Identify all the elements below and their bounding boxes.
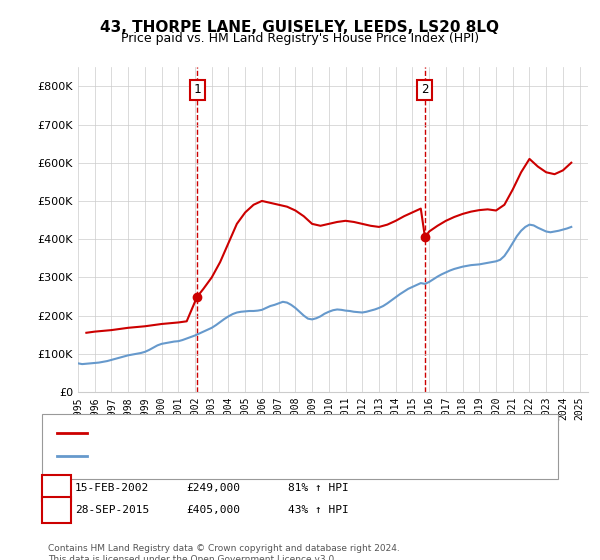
Text: 81% ↑ HPI: 81% ↑ HPI — [288, 483, 349, 493]
Text: 28-SEP-2015: 28-SEP-2015 — [75, 505, 149, 515]
Text: £405,000: £405,000 — [186, 505, 240, 515]
Text: 1: 1 — [193, 83, 201, 96]
Text: 15-FEB-2002: 15-FEB-2002 — [75, 483, 149, 493]
Text: 43, THORPE LANE, GUISELEY, LEEDS, LS20 8LQ: 43, THORPE LANE, GUISELEY, LEEDS, LS20 8… — [101, 20, 499, 35]
Text: Contains HM Land Registry data © Crown copyright and database right 2024.
This d: Contains HM Land Registry data © Crown c… — [48, 544, 400, 560]
Text: 1: 1 — [53, 483, 60, 493]
Text: HPI: Average price, detached house, Leeds: HPI: Average price, detached house, Leed… — [93, 451, 316, 461]
Text: 43, THORPE LANE, GUISELEY, LEEDS, LS20 8LQ (detached house): 43, THORPE LANE, GUISELEY, LEEDS, LS20 8… — [93, 428, 433, 438]
Text: 2: 2 — [421, 83, 429, 96]
Text: 2: 2 — [53, 505, 60, 515]
Text: £249,000: £249,000 — [186, 483, 240, 493]
Text: 43% ↑ HPI: 43% ↑ HPI — [288, 505, 349, 515]
Text: Price paid vs. HM Land Registry's House Price Index (HPI): Price paid vs. HM Land Registry's House … — [121, 32, 479, 45]
